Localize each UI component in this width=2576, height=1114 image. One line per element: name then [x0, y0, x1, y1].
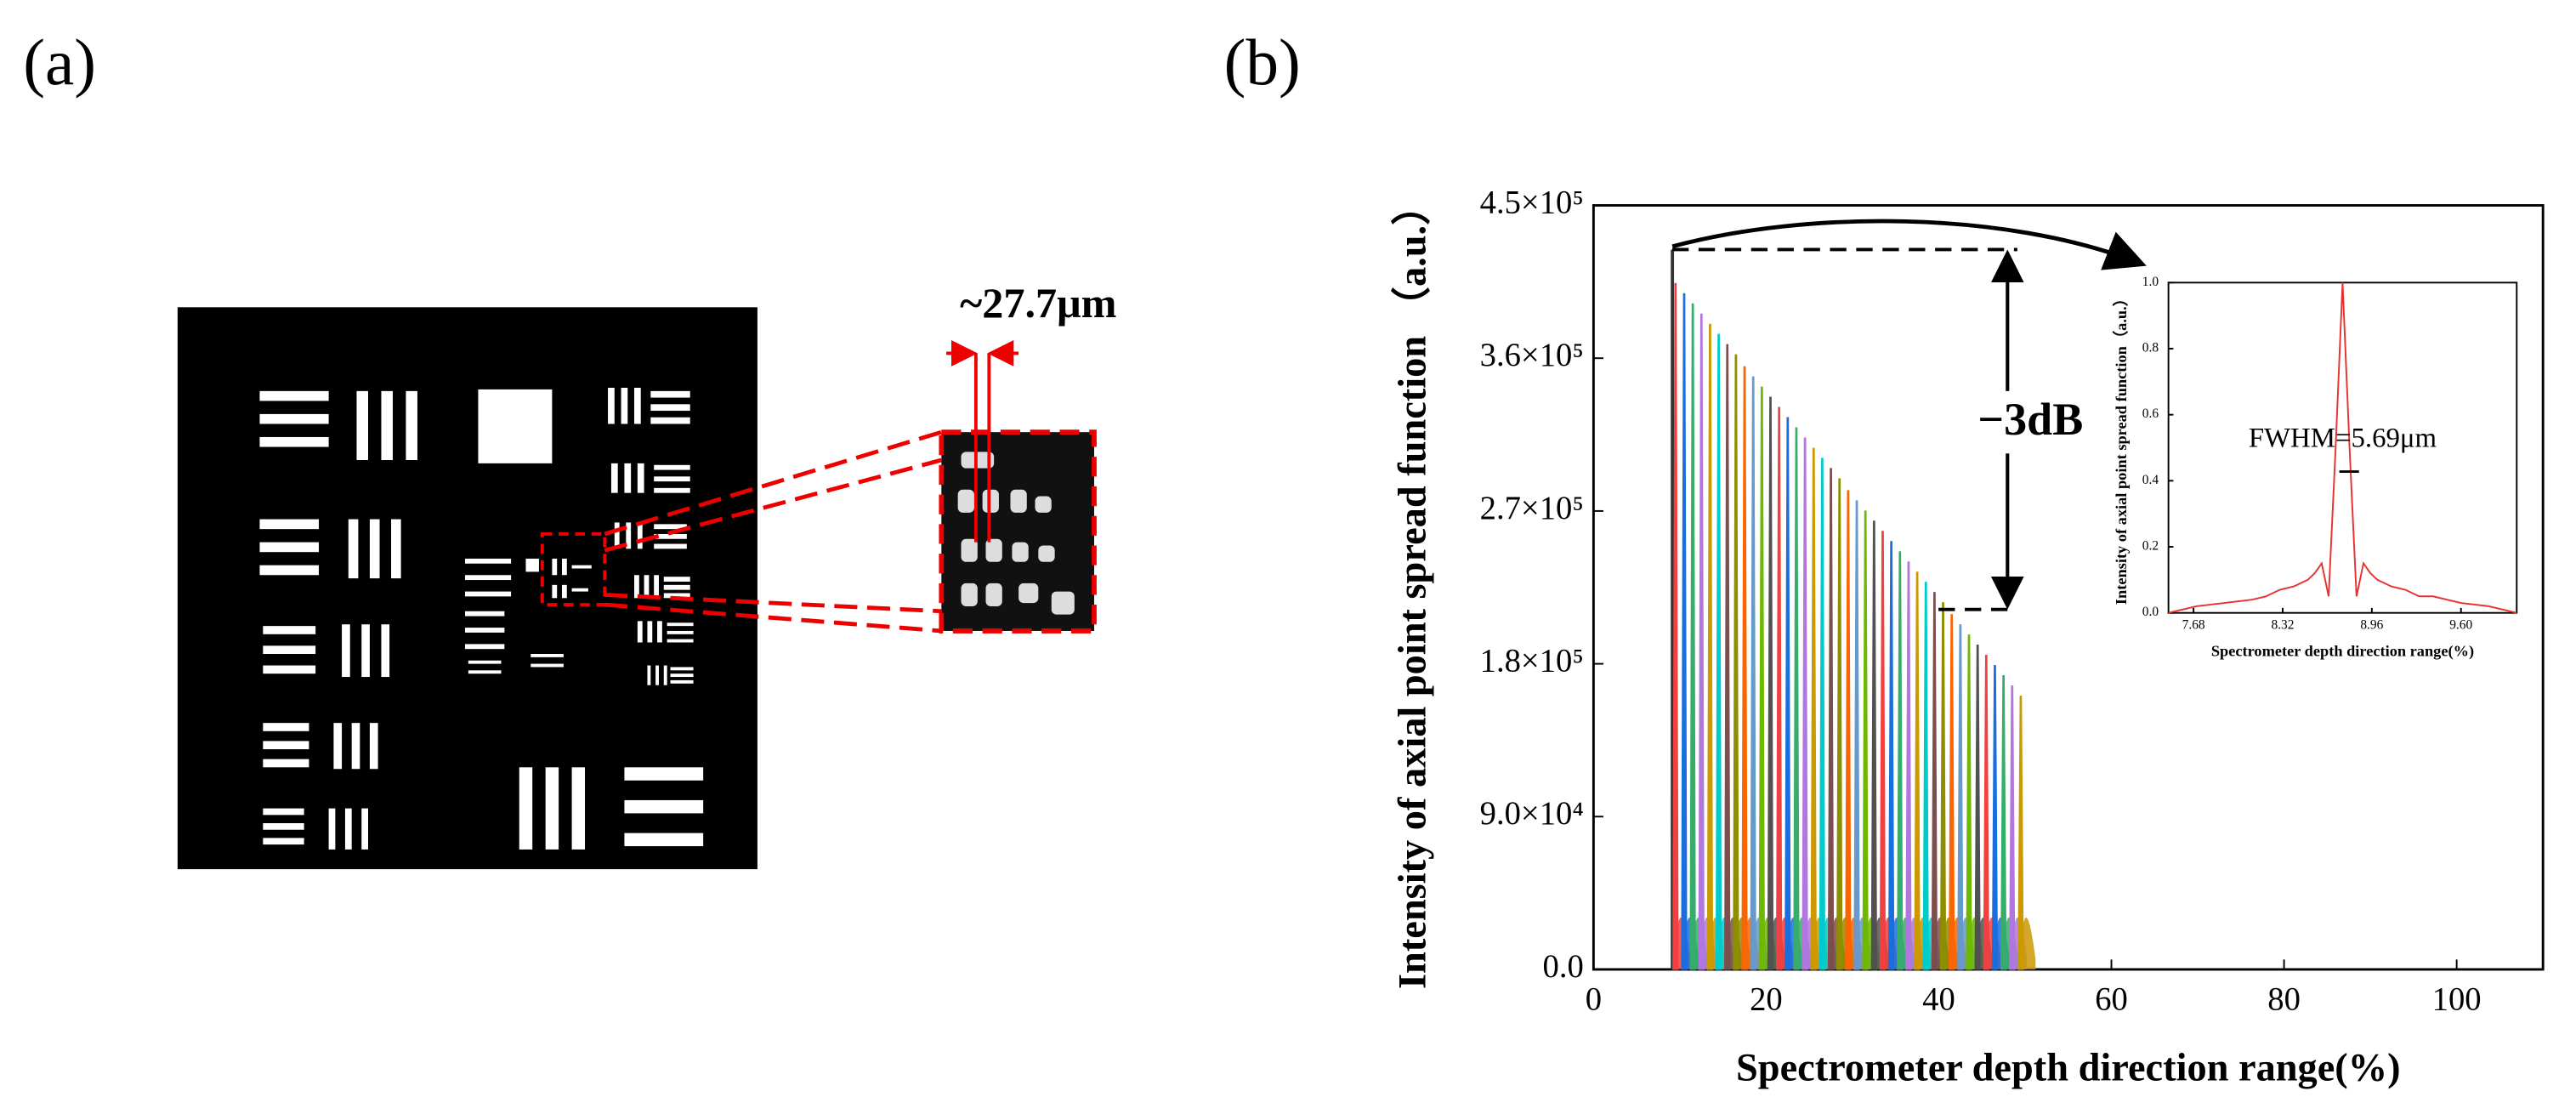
y-tick-label: 3.6×10⁵ — [1480, 338, 1584, 373]
peak — [1767, 396, 1774, 970]
plot-frame — [1592, 204, 2545, 971]
peak — [1991, 665, 1999, 970]
peak — [1741, 366, 1748, 970]
x-tick-label: 40 — [1922, 981, 1955, 1017]
target-label: 2 — [325, 321, 359, 379]
y-tick-label: 9.0×10⁴ — [1480, 796, 1584, 832]
target-label: 3 — [624, 321, 658, 379]
peak — [1775, 406, 1783, 970]
y-tick-label: 4.5×10⁵ — [1480, 185, 1584, 220]
peak — [1793, 427, 1800, 970]
peak — [1836, 478, 1843, 970]
peak — [1853, 500, 1860, 970]
target-label: 6 — [219, 809, 247, 855]
peak — [1949, 614, 1955, 970]
target-label: 2 — [701, 469, 718, 496]
x-tick-label: 20 — [1750, 981, 1783, 1017]
y-tick-label: 0.6 — [2142, 406, 2159, 421]
target-label: 2 — [701, 714, 731, 764]
peak — [1983, 655, 1989, 970]
peak — [1966, 634, 1972, 970]
y-tick-label: 0.0 — [1543, 949, 1584, 985]
target-label: 2 — [217, 418, 244, 463]
target-label: 5 — [219, 730, 247, 776]
x-tick-label: 8.32 — [2271, 618, 2294, 633]
peak — [1957, 624, 1964, 970]
x-tick-label: 8.96 — [2360, 618, 2383, 633]
peak — [1715, 333, 1722, 970]
peak — [1733, 354, 1739, 970]
target-image — [177, 307, 757, 870]
x-tick-label: 60 — [2095, 981, 2128, 1017]
y-axis-label: Intensity of axial point spread function… — [2113, 291, 2130, 605]
peak — [1681, 293, 1688, 970]
y-tick-label: 0.8 — [2142, 341, 2159, 355]
peak — [1879, 531, 1887, 970]
target-label: 4 — [701, 574, 718, 600]
annotation: FWHM=5.69μm — [2249, 423, 2437, 453]
target-label: 5 — [701, 622, 718, 648]
peak — [1827, 468, 1835, 970]
x-tick-label: 7.68 — [2182, 618, 2205, 633]
peak — [1819, 458, 1826, 970]
target-label: 3 — [701, 523, 718, 549]
y-tick-label: 0.0 — [2142, 605, 2159, 619]
inset-arrow — [1671, 219, 2147, 270]
peak — [1939, 602, 1947, 970]
peak — [2009, 685, 2016, 970]
annotation: −3dB — [1977, 394, 2083, 445]
y-tick-label: 0.2 — [2142, 539, 2159, 554]
target-label: 4 — [219, 634, 247, 680]
peak — [1758, 386, 1766, 970]
peak — [1931, 592, 1938, 970]
peak — [1922, 582, 1929, 970]
peak — [1974, 645, 1981, 970]
target-label: 1 — [701, 406, 718, 433]
peak — [1914, 571, 1921, 970]
x-tick-label: 9.60 — [2449, 618, 2472, 633]
annotation-bg — [1967, 390, 2087, 454]
x-tick-label: 0 — [1586, 981, 1602, 1017]
peak — [1801, 437, 1808, 970]
peak — [1810, 447, 1817, 970]
y-tick-label: 1.0 — [2142, 275, 2159, 289]
peak — [1862, 510, 1869, 970]
peak — [1698, 313, 1705, 970]
peak — [1706, 323, 1714, 970]
panel-label: (a) — [23, 26, 96, 99]
target-label: 3 — [217, 536, 244, 582]
x-tick-label: 80 — [2267, 981, 2301, 1017]
scale-label: ~27.7μm — [960, 279, 1116, 327]
curve — [2168, 282, 2517, 614]
peak — [1905, 561, 1912, 970]
x-tick-label: 100 — [2432, 981, 2482, 1017]
peak — [1870, 520, 1878, 970]
peak — [1897, 551, 1904, 970]
peak — [1689, 303, 1696, 970]
target-label: 1 — [712, 812, 740, 858]
y-tick-label: 1.8×10⁵ — [1480, 643, 1584, 679]
y-tick-label: 0.4 — [2142, 473, 2159, 487]
x-axis-label: Spectrometer depth direction range(%) — [2211, 642, 2474, 660]
inset-frame — [2167, 281, 2518, 614]
x-axis-label: Spectrometer depth direction range(%) — [1736, 1046, 2401, 1089]
zoom-inset — [604, 339, 1097, 634]
y-axis-label: Intensity of axial point spread function… — [1390, 185, 1434, 989]
peak — [1750, 376, 1756, 970]
peak — [1724, 344, 1731, 970]
peak — [1845, 490, 1852, 970]
peak-base — [2019, 917, 2036, 969]
y-tick-label: 2.7×10⁵ — [1480, 491, 1584, 526]
peak — [2000, 674, 2007, 970]
panel-label: (b) — [1224, 26, 1301, 99]
peak — [1784, 417, 1791, 970]
target-label: 6 — [705, 663, 721, 690]
peak — [1887, 541, 1895, 970]
